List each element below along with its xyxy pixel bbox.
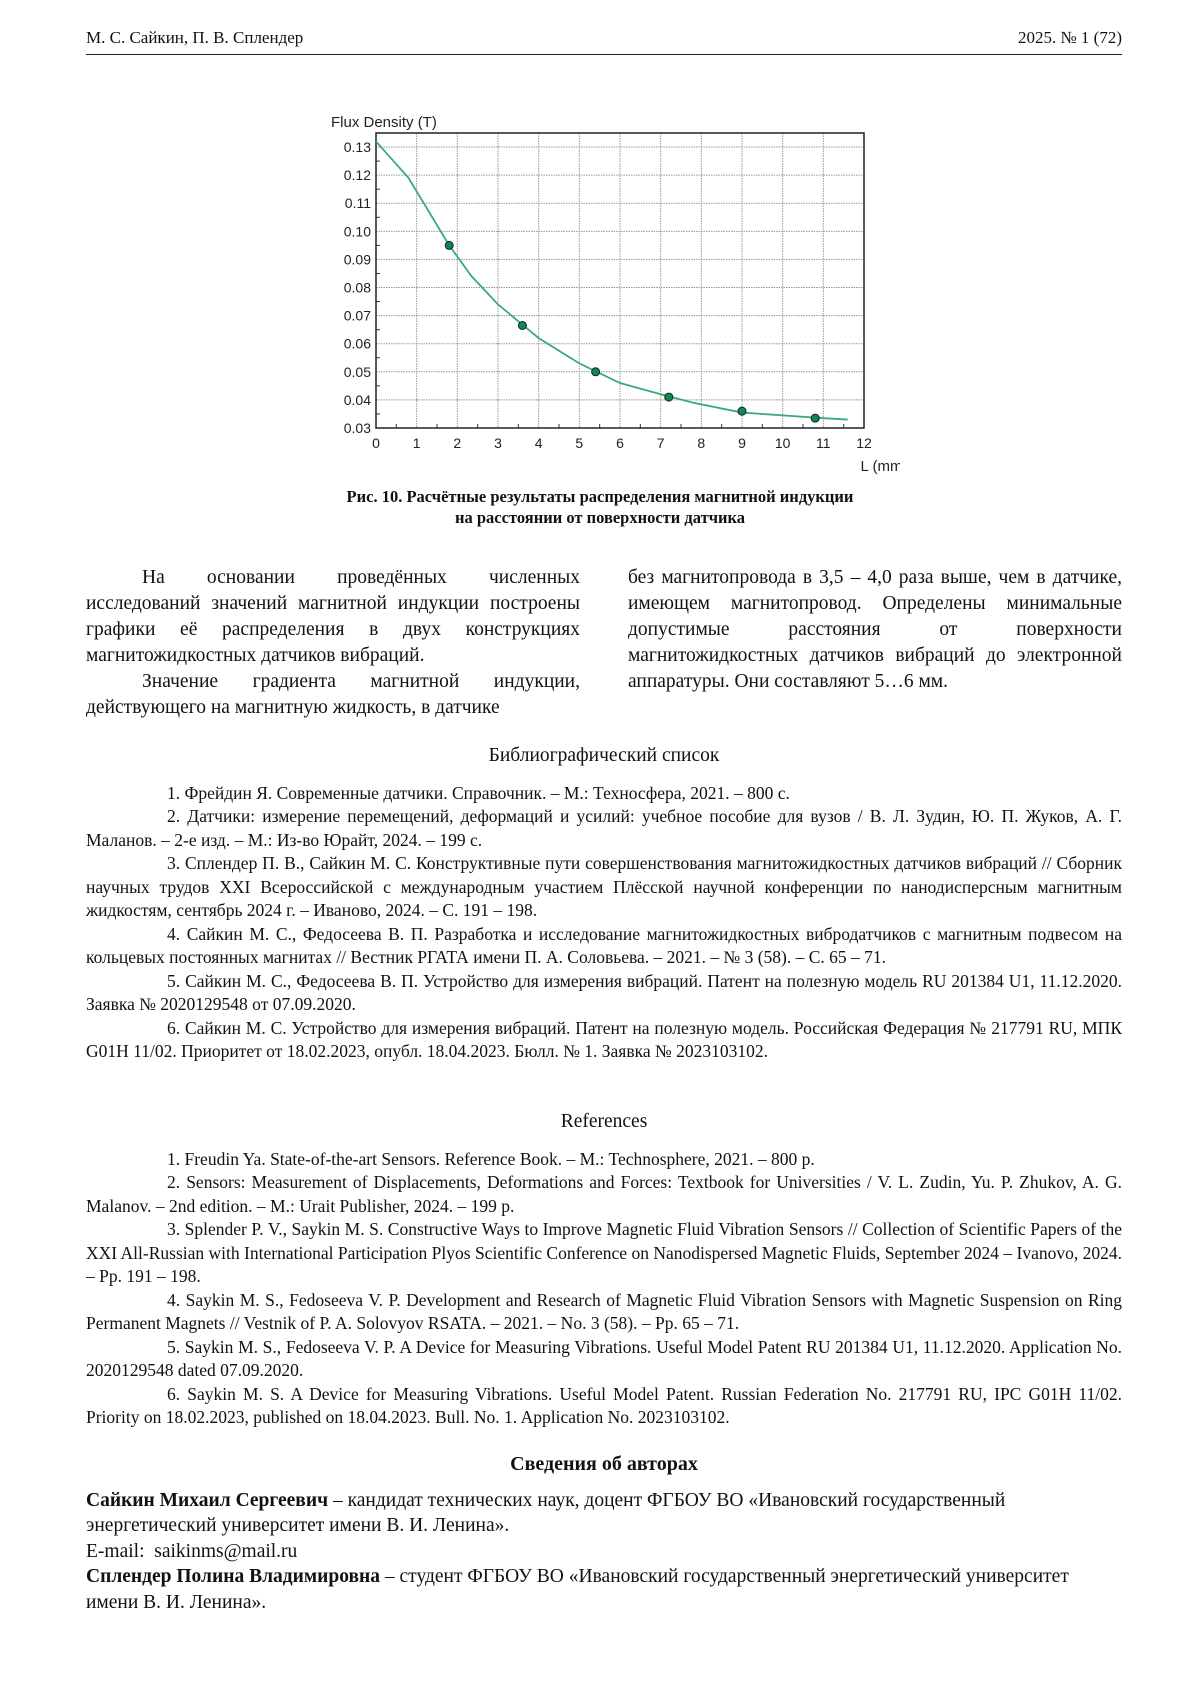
column-left: На основании проведённых численных иссле… xyxy=(86,565,580,721)
y-tick-label: 0.09 xyxy=(344,251,371,267)
bib-item: 4. Сайкин М. С., Федосеева В. П. Разрабо… xyxy=(86,923,1122,970)
ref-item: 5. Saykin M. S., Fedoseeva V. P. A Devic… xyxy=(86,1336,1122,1383)
x-tick-label: 8 xyxy=(697,435,705,451)
bib-item: 5. Сайкин М. С., Федосеева В. П. Устройс… xyxy=(86,970,1122,1017)
author-info: Сведения об авторах Сайкин Михаил Сергее… xyxy=(86,1452,1122,1615)
ref-item: 4. Saykin M. S., Fedoseeva V. P. Develop… xyxy=(86,1289,1122,1336)
bib-item: 2. Датчики: измерение перемещений, дефор… xyxy=(86,805,1122,852)
references-title: References xyxy=(86,1110,1122,1134)
data-point xyxy=(665,393,673,401)
author-1-email[interactable]: saikinms@mail.ru xyxy=(154,1541,297,1562)
author-1-name: Сайкин Михаил Сергеевич xyxy=(86,1490,328,1511)
x-tick-label: 11 xyxy=(816,435,831,451)
body-text: На основании проведённых численных иссле… xyxy=(86,565,1122,721)
y-tick-label: 0.06 xyxy=(344,336,371,352)
x-tick-label: 2 xyxy=(453,435,461,451)
y-tick-label: 0.13 xyxy=(344,139,371,155)
y-tick-label: 0.05 xyxy=(344,364,371,380)
bib-item: 3. Сплендер П. В., Сайкин М. С. Конструк… xyxy=(86,852,1122,923)
author-1: Сайкин Михаил Сергеевич – кандидат техни… xyxy=(86,1488,1122,1539)
ref-item: 3. Splender P. V., Saykin M. S. Construc… xyxy=(86,1218,1122,1289)
author-2-name: Сплендер Полина Владимировна xyxy=(86,1566,380,1587)
y-tick-label: 0.03 xyxy=(344,420,371,436)
ref-item: 6. Saykin M. S. A Device for Measuring V… xyxy=(86,1383,1122,1430)
x-tick-label: 3 xyxy=(494,435,502,451)
author-2: Сплендер Полина Владимировна – студент Ф… xyxy=(86,1564,1122,1615)
data-point xyxy=(518,321,526,329)
bib-item: 1. Фрейдин Я. Современные датчики. Справ… xyxy=(86,782,1122,806)
data-point xyxy=(738,407,746,415)
y-tick-label: 0.04 xyxy=(344,392,371,408)
y-tick-label: 0.08 xyxy=(344,280,371,296)
running-header: М. С. Сайкин, П. В. Сплендер 2025. № 1 (… xyxy=(86,28,1122,55)
x-tick-label: 0 xyxy=(372,435,380,451)
caption-line-2: на расстоянии от поверхности датчика xyxy=(0,507,1200,528)
bibliography-title: Библиографический список xyxy=(86,744,1122,768)
x-tick-label: 9 xyxy=(738,435,746,451)
paragraph: без магнитопровода в 3,5 – 4,0 раза выше… xyxy=(628,565,1122,695)
y-tick-label: 0.11 xyxy=(345,195,371,211)
page: М. С. Сайкин, П. В. Сплендер 2025. № 1 (… xyxy=(0,0,1200,1698)
x-tick-label: 6 xyxy=(616,435,624,451)
bib-item: 6. Сайкин М. С. Устройство для измерения… xyxy=(86,1017,1122,1064)
author-1-email-line: E-mail: saikinms@mail.ru xyxy=(86,1539,1122,1565)
email-label: E-mail: xyxy=(86,1541,154,1562)
caption-line-1: Рис. 10. Расчётные результаты распределе… xyxy=(0,486,1200,507)
data-point xyxy=(811,414,819,422)
x-tick-label: 12 xyxy=(856,435,872,451)
x-tick-label: 1 xyxy=(413,435,421,451)
column-right: без магнитопровода в 3,5 – 4,0 раза выше… xyxy=(628,565,1122,721)
references: References 1. Freudin Ya. State-of-the-a… xyxy=(86,1110,1122,1430)
x-tick-label: 7 xyxy=(657,435,665,451)
bibliography: Библиографический список 1. Фрейдин Я. С… xyxy=(86,744,1122,1064)
flux-density-chart: 01234567891011120.030.040.050.060.070.08… xyxy=(300,105,900,485)
ref-item: 2. Sensors: Measurement of Displacements… xyxy=(86,1171,1122,1218)
flux-density-line xyxy=(376,141,848,419)
figure-caption: Рис. 10. Расчётные результаты распределе… xyxy=(0,486,1200,528)
y-tick-label: 0.07 xyxy=(344,308,371,324)
x-tick-label: 10 xyxy=(775,435,791,451)
data-point xyxy=(445,241,453,249)
x-tick-label: 4 xyxy=(535,435,543,451)
header-issue: 2025. № 1 (72) xyxy=(1018,28,1122,48)
authors-title: Сведения об авторах xyxy=(86,1452,1122,1478)
y-axis-label: Flux Density (T) xyxy=(331,114,437,131)
header-authors: М. С. Сайкин, П. В. Сплендер xyxy=(86,28,303,48)
y-tick-label: 0.12 xyxy=(344,167,371,183)
paragraph: На основании проведённых численных иссле… xyxy=(86,565,580,669)
x-tick-label: 5 xyxy=(575,435,583,451)
data-point xyxy=(592,368,600,376)
y-tick-label: 0.10 xyxy=(344,223,371,239)
paragraph: Значение градиента магнитной индукции, д… xyxy=(86,669,580,721)
ref-item: 1. Freudin Ya. State-of-the-art Sensors.… xyxy=(86,1148,1122,1172)
x-axis-label: L (mm) xyxy=(861,458,900,475)
